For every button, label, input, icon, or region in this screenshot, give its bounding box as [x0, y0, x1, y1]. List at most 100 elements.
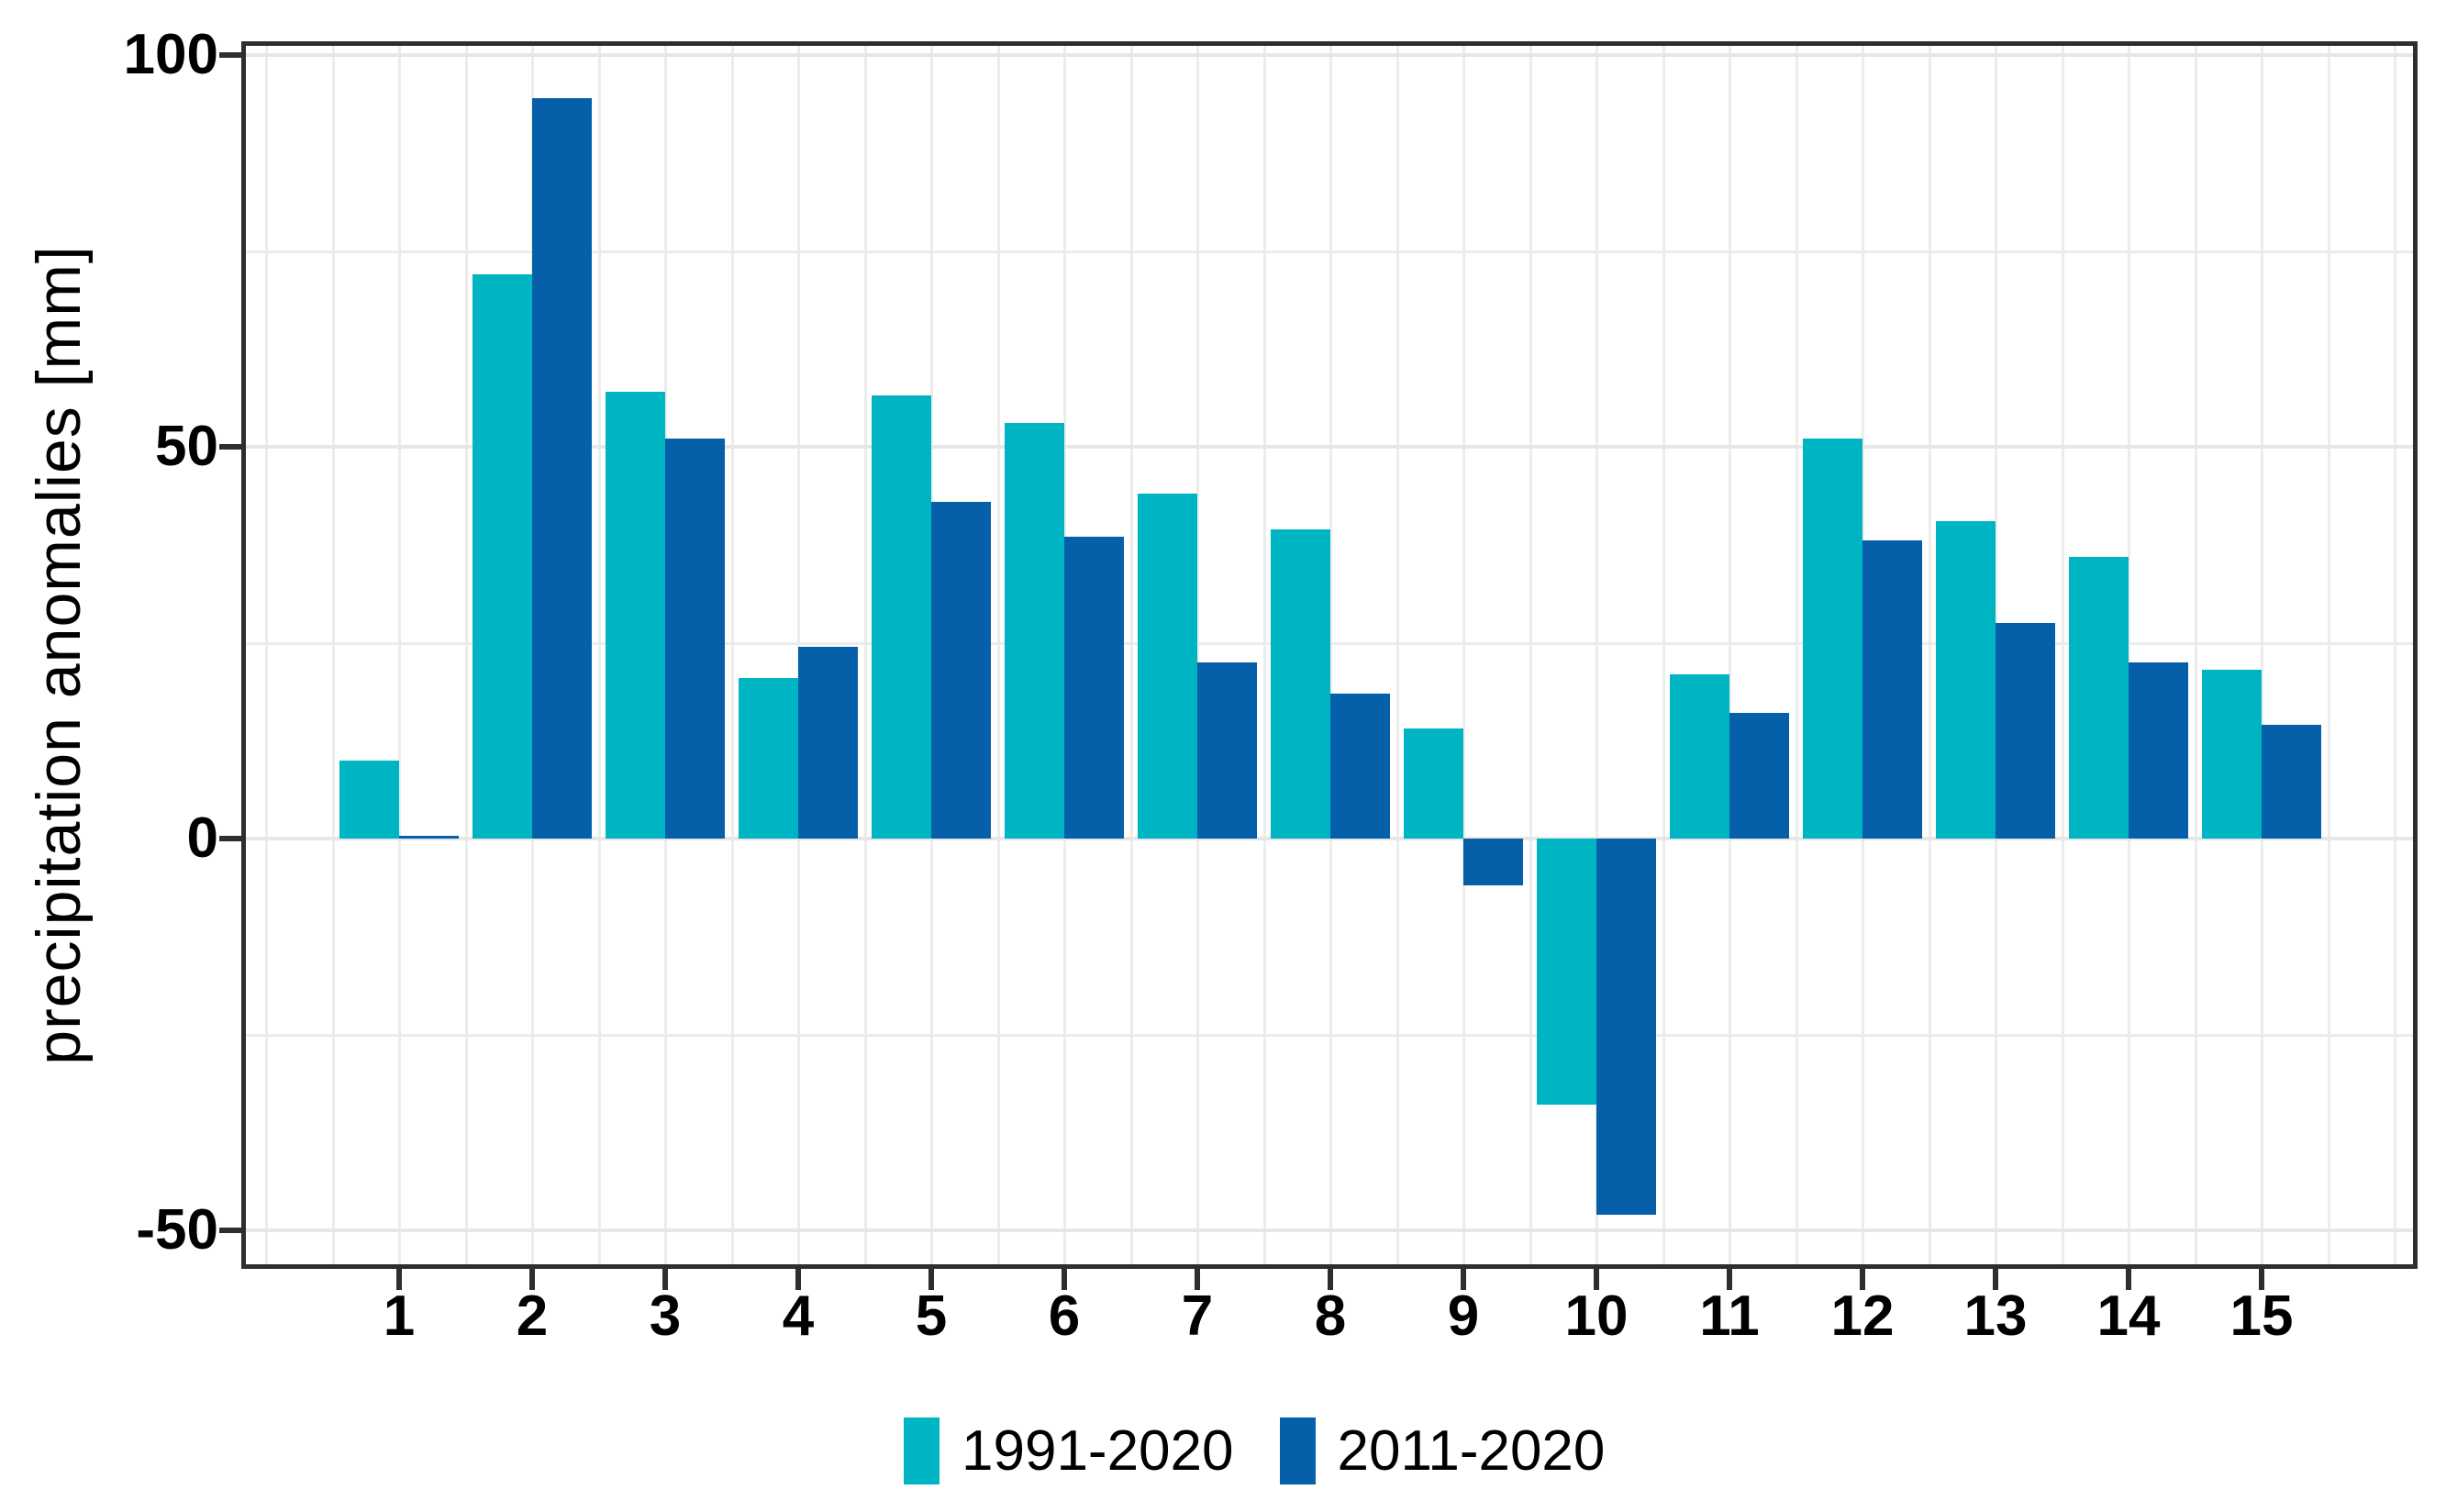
- x-axis-tick: [1993, 1269, 1998, 1290]
- bar-2011-2020-cat-1: [399, 836, 459, 839]
- bar-1991-2020-cat-5: [872, 395, 931, 839]
- x-axis-tick: [2126, 1269, 2131, 1290]
- x-axis-tick: [396, 1269, 402, 1290]
- vertical-gridline: [997, 46, 1000, 1264]
- vertical-gridline: [1462, 46, 1465, 1264]
- y-axis-title: precipitation anomalies [mm]: [24, 245, 94, 1065]
- bar-1991-2020-cat-1: [339, 761, 399, 839]
- vertical-gridline: [1329, 46, 1332, 1264]
- bar-2011-2020-cat-8: [1330, 694, 1390, 839]
- bar-1991-2020-cat-12: [1803, 439, 1862, 839]
- horizontal-major-gridline: [246, 1228, 2413, 1232]
- y-axis-tick-label: -50: [136, 1198, 218, 1262]
- x-axis-tick: [1195, 1269, 1200, 1290]
- legend-label-2011-2020: 2011-2020: [1337, 1419, 1606, 1483]
- bar-2011-2020-cat-3: [665, 439, 725, 839]
- legend-swatch-2011-2020: [1279, 1418, 1316, 1484]
- x-axis-tick-label: 2: [516, 1284, 549, 1348]
- vertical-gridline: [1729, 46, 1731, 1264]
- y-axis-tick-label: 50: [155, 415, 218, 478]
- bar-2011-2020-cat-4: [798, 647, 858, 839]
- bar-2011-2020-cat-12: [1862, 540, 1922, 839]
- x-axis-tick: [1727, 1269, 1732, 1290]
- x-axis-tick-label: 1: [383, 1284, 416, 1348]
- x-axis-tick: [2259, 1269, 2264, 1290]
- x-axis-tick-label: 13: [1963, 1284, 2028, 1348]
- x-axis-tick-label: 15: [2229, 1284, 2294, 1348]
- x-axis-tick: [795, 1269, 801, 1290]
- x-axis-tick-label: 10: [1564, 1284, 1629, 1348]
- legend-item-2011-2020: 2011-2020: [1279, 1418, 1606, 1484]
- vertical-gridline: [1130, 46, 1133, 1264]
- bar-1991-2020-cat-7: [1138, 494, 1197, 839]
- bar-1991-2020-cat-2: [473, 274, 532, 839]
- bar-2011-2020-cat-7: [1197, 662, 1257, 839]
- legend-label-1991-2020: 1991-2020: [962, 1419, 1234, 1483]
- vertical-gridline: [2261, 46, 2263, 1264]
- bar-2011-2020-cat-15: [2262, 725, 2321, 839]
- bar-2011-2020-cat-5: [931, 502, 991, 839]
- y-axis-tick: [219, 444, 241, 450]
- bar-1991-2020-cat-9: [1404, 728, 1463, 839]
- x-axis-tick-label: 6: [1048, 1284, 1081, 1348]
- bar-1991-2020-cat-14: [2069, 557, 2129, 839]
- vertical-gridline: [2328, 46, 2330, 1264]
- bar-2011-2020-cat-6: [1064, 537, 1124, 839]
- vertical-gridline: [1595, 46, 1598, 1264]
- x-axis-tick: [1062, 1269, 1067, 1290]
- bar-1991-2020-cat-3: [606, 392, 665, 839]
- x-axis-tick-label: 11: [1699, 1284, 1760, 1348]
- y-axis-tick-label: 0: [186, 806, 218, 870]
- vertical-gridline: [1196, 46, 1199, 1264]
- bar-2011-2020-cat-11: [1729, 713, 1789, 839]
- x-axis-tick-label: 4: [782, 1284, 815, 1348]
- bar-2011-2020-cat-10: [1596, 839, 1656, 1215]
- horizontal-major-gridline: [246, 445, 2413, 449]
- horizontal-minor-gridline: [246, 250, 2413, 253]
- x-axis-tick: [529, 1269, 535, 1290]
- bar-1991-2020-cat-15: [2202, 670, 2262, 839]
- x-axis-tick: [928, 1269, 934, 1290]
- vertical-gridline: [265, 46, 268, 1264]
- vertical-gridline: [2394, 46, 2396, 1264]
- vertical-gridline: [598, 46, 601, 1264]
- vertical-gridline: [2062, 46, 2064, 1264]
- horizontal-minor-gridline: [246, 1034, 2413, 1037]
- bar-2011-2020-cat-14: [2129, 662, 2188, 839]
- x-axis-tick-label: 7: [1181, 1284, 1214, 1348]
- horizontal-major-gridline: [246, 837, 2413, 840]
- bar-2011-2020-cat-2: [532, 98, 592, 839]
- x-axis-tick: [1328, 1269, 1333, 1290]
- bar-1991-2020-cat-11: [1670, 674, 1729, 839]
- y-axis-tick-label: 100: [123, 23, 218, 86]
- x-axis-tick-label: 14: [2096, 1284, 2161, 1348]
- y-axis-tick: [219, 836, 241, 841]
- horizontal-major-gridline: [246, 53, 2413, 57]
- vertical-gridline: [332, 46, 335, 1264]
- x-axis-tick: [1860, 1269, 1865, 1290]
- y-axis-tick: [219, 1228, 241, 1233]
- vertical-gridline: [1529, 46, 1532, 1264]
- vertical-gridline: [2195, 46, 2197, 1264]
- legend-swatch-1991-2020: [904, 1418, 939, 1484]
- bar-1991-2020-cat-8: [1271, 529, 1330, 839]
- vertical-gridline: [1662, 46, 1665, 1264]
- bar-2011-2020-cat-9: [1463, 839, 1523, 885]
- vertical-gridline: [2128, 46, 2130, 1264]
- legend: 1991-2020 2011-2020: [904, 1418, 1629, 1484]
- bar-1991-2020-cat-13: [1936, 521, 1996, 839]
- x-axis-tick-label: 12: [1830, 1284, 1895, 1348]
- vertical-gridline: [398, 46, 401, 1264]
- x-axis-tick-label: 9: [1447, 1284, 1480, 1348]
- x-axis-tick-label: 8: [1314, 1284, 1347, 1348]
- bar-1991-2020-cat-6: [1005, 423, 1064, 839]
- vertical-gridline: [1796, 46, 1798, 1264]
- x-axis-tick-label: 3: [649, 1284, 682, 1348]
- bar-1991-2020-cat-10: [1537, 839, 1596, 1105]
- bar-2011-2020-cat-13: [1996, 623, 2055, 839]
- vertical-gridline: [864, 46, 867, 1264]
- vertical-gridline: [1396, 46, 1399, 1264]
- legend-item-1991-2020: 1991-2020: [904, 1418, 1234, 1484]
- x-axis-tick: [1594, 1269, 1599, 1290]
